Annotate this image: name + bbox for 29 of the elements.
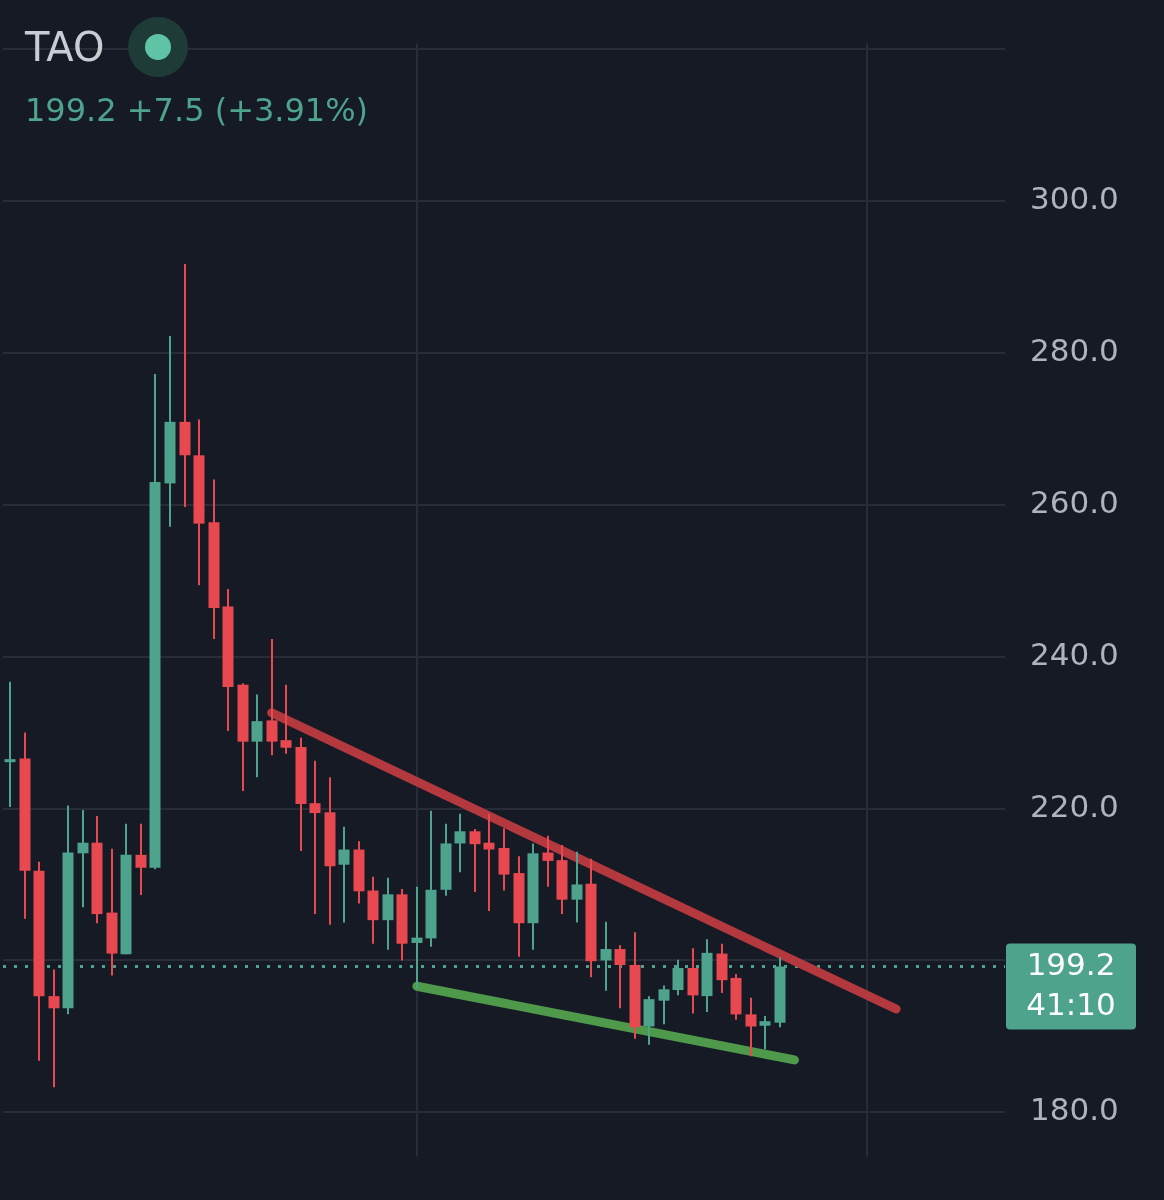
candlestick bbox=[483, 812, 495, 913]
y-tick-label: 260.0 bbox=[1030, 483, 1119, 520]
candlestick bbox=[309, 759, 321, 916]
text: 199.2 +7.5 (+3.91%) bbox=[25, 90, 369, 131]
candlestick bbox=[280, 683, 292, 755]
candlestick bbox=[411, 885, 423, 990]
candlestick bbox=[338, 825, 350, 924]
candlestick bbox=[745, 996, 757, 1058]
candlestick bbox=[614, 944, 626, 1010]
candlestick bbox=[135, 822, 147, 897]
y-tick-label: 300.0 bbox=[1030, 179, 1119, 216]
candlestick bbox=[454, 812, 466, 874]
y-tick-label: 220.0 bbox=[1030, 787, 1119, 824]
y-tick-label: 240.0 bbox=[1030, 635, 1119, 672]
y-tick-label: 280.0 bbox=[1030, 331, 1119, 368]
chart-title: TAO bbox=[25, 23, 105, 72]
candlestick bbox=[4, 680, 16, 808]
candlestick bbox=[266, 638, 278, 757]
candlestick bbox=[77, 809, 89, 909]
candlestick bbox=[759, 1014, 771, 1051]
candlestick bbox=[658, 984, 670, 1026]
y-tick-label: 180.0 bbox=[1030, 1091, 1119, 1128]
candlestick bbox=[469, 828, 481, 894]
candlestick bbox=[48, 968, 60, 1089]
ref-line-label: 199.2 bbox=[1026, 945, 1116, 982]
text: 41:10 bbox=[1026, 985, 1116, 1022]
candlestick bbox=[251, 693, 263, 779]
candlestick bbox=[571, 850, 583, 924]
candlestick bbox=[542, 834, 554, 888]
